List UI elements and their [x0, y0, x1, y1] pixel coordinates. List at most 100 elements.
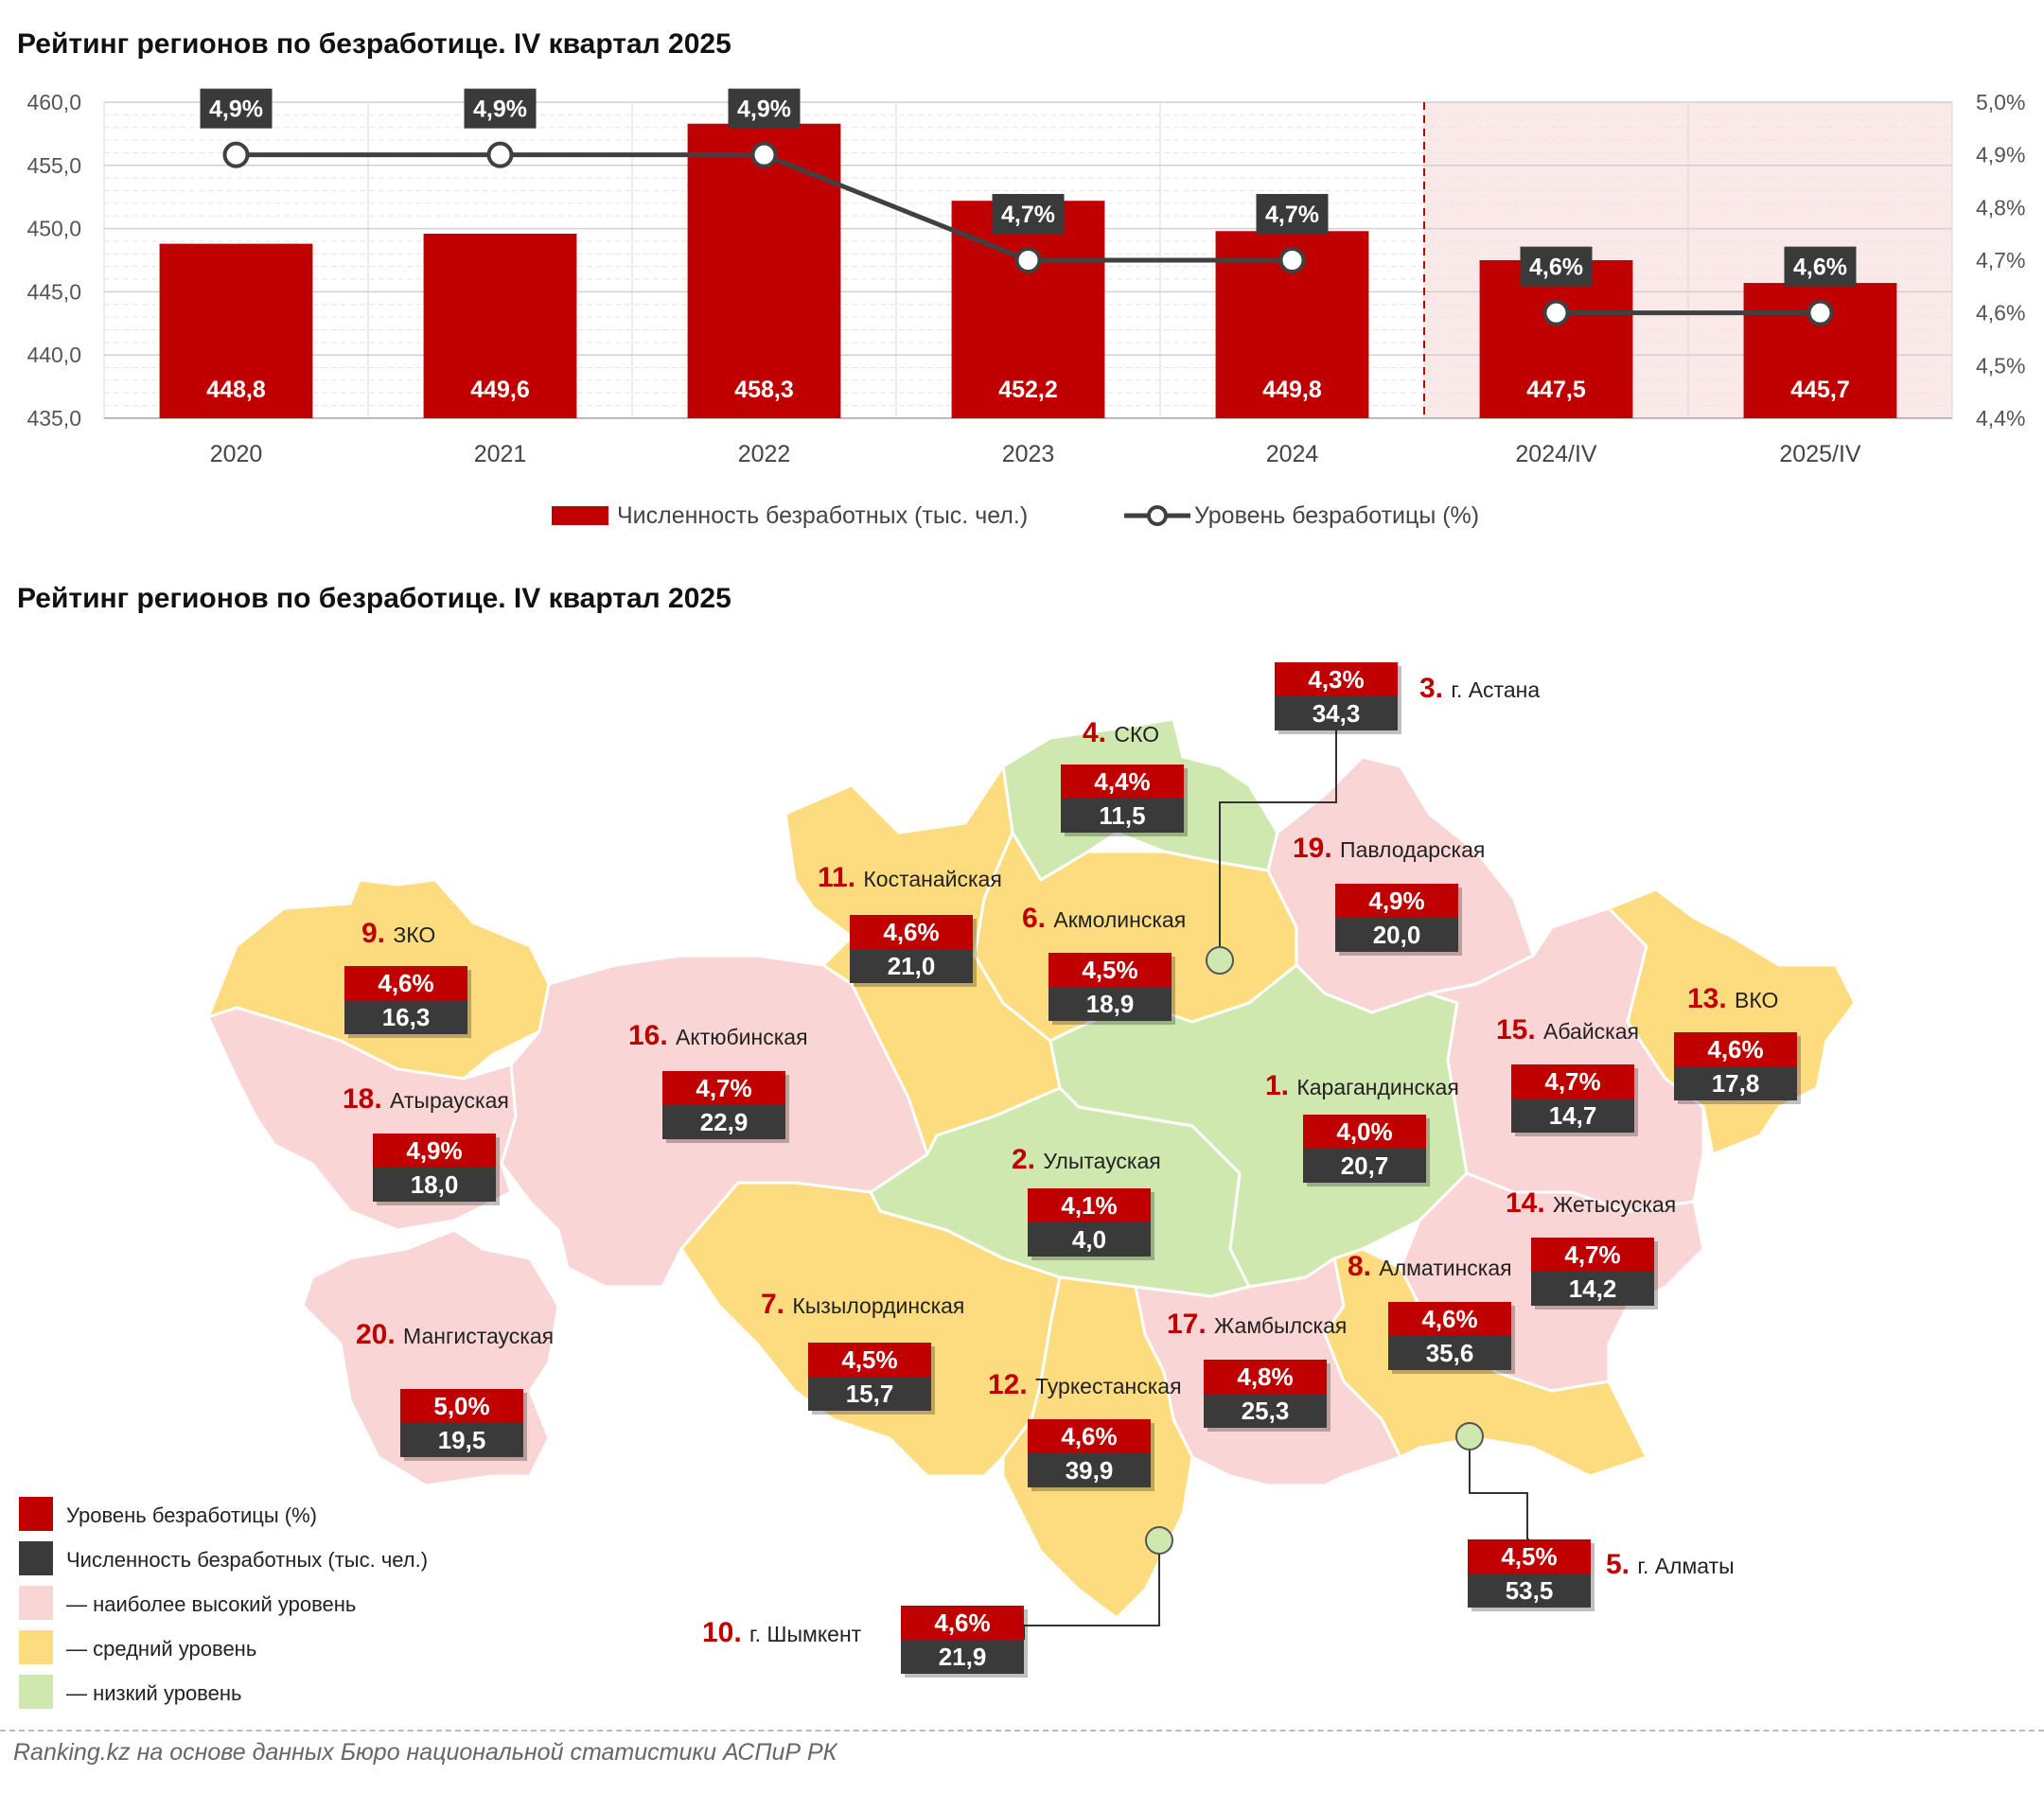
city-marker [1145, 1526, 1173, 1555]
region-label: 13. ВКО [1687, 983, 1778, 1014]
region-count: 18,0 [411, 1170, 459, 1199]
region-label: 9. ЗКО [361, 918, 435, 949]
region-rate: 4,7% [1544, 1067, 1600, 1096]
region-rate: 4,5% [841, 1345, 897, 1374]
y-right-tick: 4,9% [1976, 143, 2025, 167]
region-count: 34,3 [1313, 699, 1361, 728]
map-legend-swatch [19, 1541, 53, 1575]
leader-line [1219, 730, 1337, 960]
bar-2020 [159, 243, 313, 418]
region-count: 19,5 [438, 1426, 486, 1454]
legend-line-label: Уровень безработицы (%) [1194, 502, 1479, 529]
count-box [850, 949, 973, 983]
count-box [1511, 1099, 1634, 1133]
x-tick-label: 2020 [210, 441, 263, 467]
city-marker [1455, 1422, 1484, 1450]
count-box [400, 1423, 523, 1457]
count-box [1531, 1272, 1654, 1306]
legend-bar-label: Численность безработных (тыс. чел.) [617, 502, 1028, 529]
region-rate: 4,7% [696, 1074, 751, 1102]
rate-box [344, 966, 467, 1000]
y-left-tick: 440,0 [26, 343, 81, 367]
rate-box [373, 1134, 496, 1168]
count-box [1028, 1453, 1151, 1487]
region-label: 11. Костанайская [818, 862, 1002, 893]
footer-divider [0, 1730, 2044, 1731]
region-rate: 4,9% [406, 1136, 462, 1165]
region-rate: 4,6% [1421, 1305, 1477, 1333]
region-label: 3. г. Астана [1419, 673, 1540, 704]
count-box [1303, 1149, 1426, 1183]
bar-value-label: 449,8 [1262, 377, 1322, 403]
region-rate: 4,3% [1308, 665, 1364, 694]
rate-box [1275, 662, 1398, 696]
region-count: 21,9 [939, 1643, 987, 1671]
bar-value-label: 452,2 [998, 377, 1058, 403]
map-legend-swatch [19, 1497, 53, 1531]
count-box [1275, 696, 1398, 730]
rate-label: 4,9% [473, 97, 527, 123]
rate-box [1303, 1115, 1426, 1149]
leader-line [1469, 1436, 1529, 1540]
y-right-tick: 4,4% [1976, 406, 2025, 431]
region-label: 4. СКО [1083, 717, 1159, 748]
region-rate: 4,7% [1564, 1240, 1620, 1269]
legend-line-marker [1147, 505, 1168, 526]
region-rate: 4,6% [883, 918, 939, 946]
region-label: 19. Павлодарская [1293, 833, 1485, 864]
rate-point [222, 141, 250, 168]
x-tick-label: 2021 [474, 441, 527, 467]
rate-box [1204, 1360, 1327, 1394]
rate-label-box [728, 88, 801, 129]
count-box [1204, 1394, 1327, 1428]
y-left-tick: 460,0 [26, 90, 81, 114]
region-label: 15. Абайская [1496, 1014, 1639, 1046]
bar-value-label: 447,5 [1526, 377, 1586, 403]
rate-point [486, 141, 514, 168]
region-label: 16. Актюбинская [628, 1020, 808, 1051]
combo-chart: 435,0 440,0 445,0 450,0 455,0 460,0 4,4% 4,5% 4,… [26, 88, 2025, 529]
bar-2023 [951, 201, 1105, 418]
bar-value-label: 448,8 [206, 377, 266, 403]
count-box [662, 1105, 785, 1139]
map-legend-swatch [19, 1675, 53, 1709]
rate-label-box [464, 88, 537, 129]
y-right-tick: 4,5% [1976, 353, 2025, 378]
region-rate: 4,6% [378, 969, 433, 997]
region-count: 18,9 [1086, 990, 1135, 1018]
count-box [1028, 1222, 1151, 1257]
x-tick-label: 2022 [738, 441, 791, 467]
rate-point [1278, 247, 1306, 273]
rate-point [1014, 247, 1042, 273]
rate-box [1511, 1064, 1634, 1099]
map-legend-label: — низкий уровень [66, 1681, 241, 1705]
rate-label-box [1520, 246, 1593, 287]
region-label: 17. Жамбылская [1167, 1309, 1347, 1340]
bar-value-label: 449,6 [470, 377, 530, 403]
y-left-tick: 450,0 [26, 217, 81, 241]
y-right-tick: 4,6% [1976, 301, 2025, 325]
rate-label-box [200, 88, 273, 129]
bar-2024/IV [1479, 260, 1633, 418]
rate-box [1388, 1302, 1511, 1336]
bar-2021 [423, 233, 577, 418]
y-left-tick: 455,0 [26, 153, 81, 178]
region-label: 1. Карагандинская [1265, 1070, 1459, 1101]
region-count: 14,2 [1569, 1274, 1617, 1303]
map-legend-swatch [19, 1630, 53, 1664]
count-box [1388, 1336, 1511, 1370]
map-legend-label: — наиболее высокий уровень [66, 1592, 356, 1616]
count-box [1468, 1573, 1591, 1608]
y-right-tick: 4,7% [1976, 248, 2025, 272]
region-rate: 5,0% [433, 1392, 489, 1420]
rate-box [1061, 765, 1184, 799]
rate-label-box [992, 194, 1065, 234]
rate-box [901, 1606, 1024, 1640]
count-box [1674, 1066, 1797, 1100]
map-title: Рейтинг регионов по безработице. IV квар… [17, 583, 731, 614]
count-box [901, 1640, 1024, 1674]
map-legend-swatch [19, 1586, 53, 1620]
rate-label: 4,9% [209, 97, 263, 123]
rate-point [750, 141, 778, 168]
rate-label-box [1784, 246, 1857, 287]
